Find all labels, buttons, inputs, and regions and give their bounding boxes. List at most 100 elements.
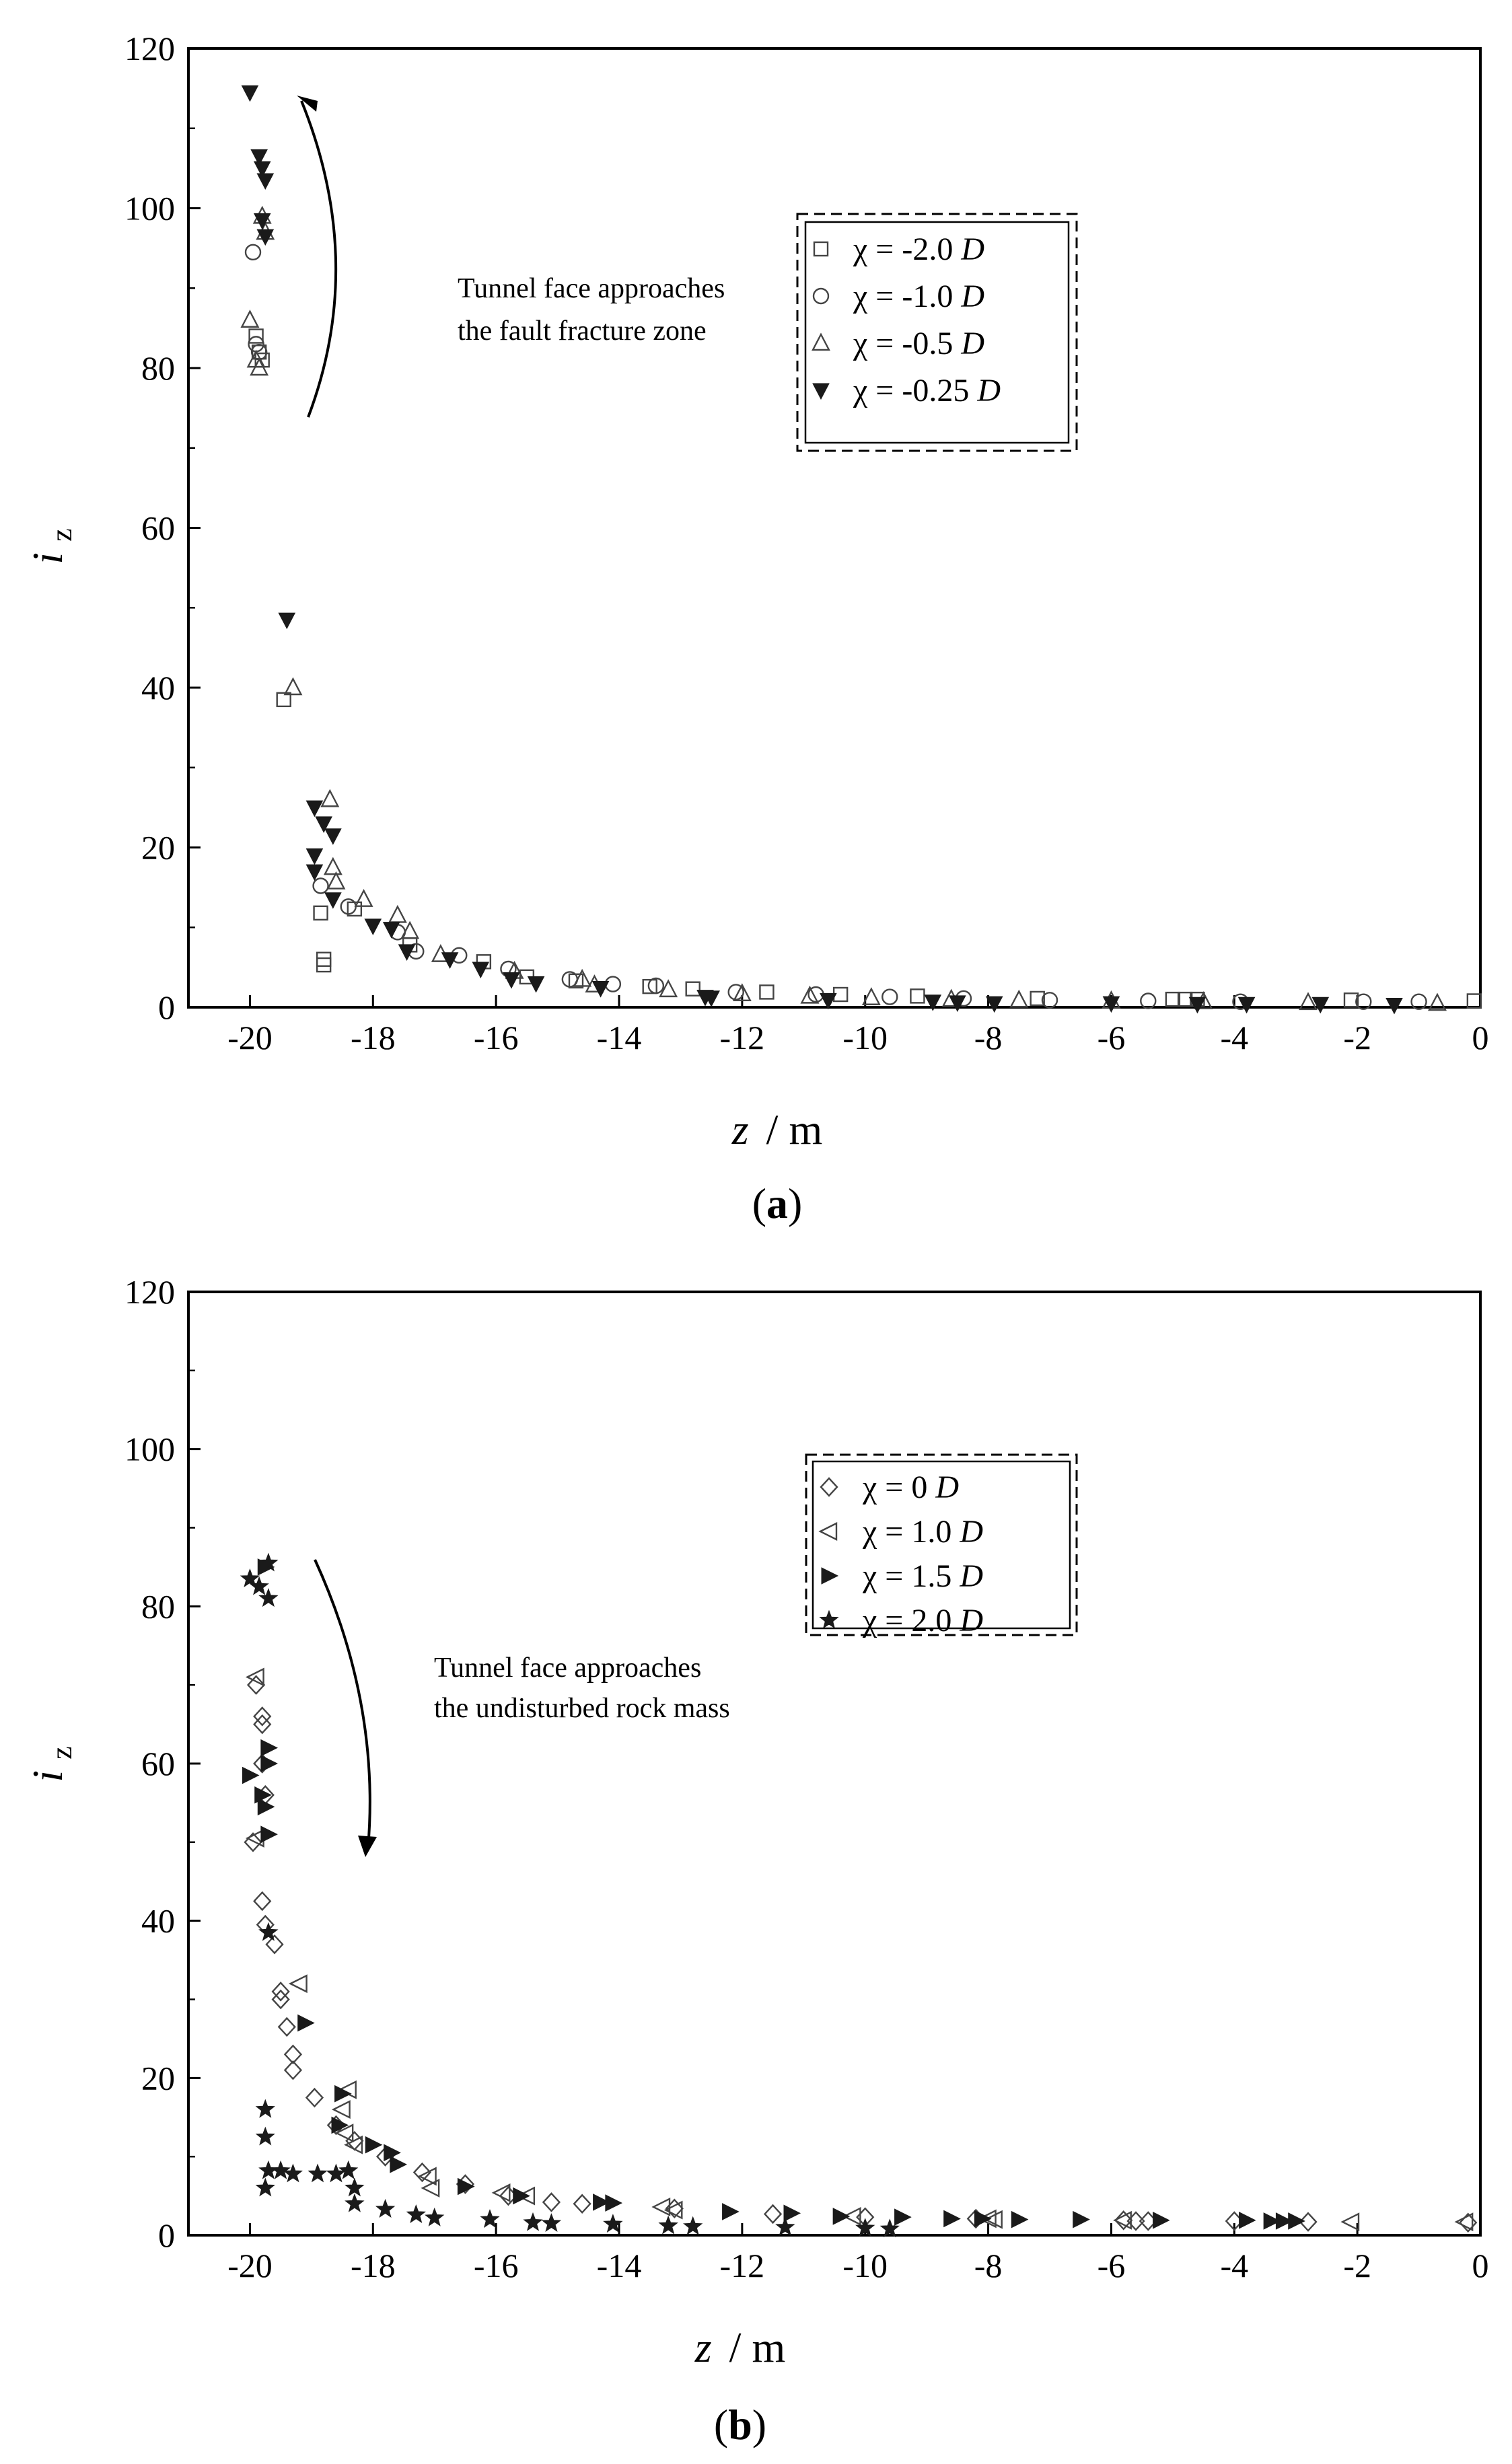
chart-b-xtick-label: -16 — [474, 2247, 519, 2284]
chart-b-legend-label-unit: D — [935, 1470, 959, 1505]
chart-b-legend-label-unit: D — [959, 1558, 983, 1594]
chart-a-axes-frame — [187, 47, 1482, 1009]
chart-a-ylabel: i z — [24, 528, 78, 564]
chart-a-series-4-point — [472, 962, 490, 979]
chart-b-series-3-point — [1239, 2211, 1256, 2229]
chart-b-series-4-point — [879, 2218, 900, 2238]
chart-b-series-3-point — [593, 2194, 610, 2211]
chart-b-series-4-point — [255, 2099, 275, 2118]
chart-a-series-4-point — [256, 229, 275, 246]
chart-a-series-3-point — [283, 677, 303, 696]
chart-b-series-1-point — [1299, 2212, 1318, 2232]
chart-a-legend-label-prefix: χ = -2.0 — [853, 231, 953, 267]
chart-a-series-4-point — [241, 85, 259, 102]
chart-b-series-4-point — [345, 2177, 365, 2197]
chart-a-xlabel: z / m — [731, 1106, 822, 1153]
chart-a-ytick-label: 100 — [124, 190, 175, 227]
chart-b-series-3 — [242, 1558, 1305, 2230]
chart-b-series-1-point — [283, 2044, 303, 2065]
chart-a-ytick-label: 40 — [141, 669, 175, 706]
chart-b-ylabel-var: i — [24, 1770, 71, 1782]
chart-a-series-2-point — [604, 976, 622, 992]
chart-b-legend-label: χ = 1.0 D — [862, 1514, 983, 1550]
chart-b-series-2-point — [344, 2135, 363, 2154]
chart-b-series-3-point — [390, 2156, 407, 2173]
chart-a-xlabel-var: z — [731, 1106, 749, 1153]
chart-b-series-3-point — [331, 2116, 349, 2134]
chart-a-legend-label-unit: D — [960, 231, 984, 267]
chart-a-legend-entry: χ = -0.25 D — [812, 373, 1001, 408]
chart-b-legend-entry: χ = 1.5 D — [821, 1558, 983, 1594]
chart-a-series-4-point — [1385, 997, 1403, 1015]
chart-b-series-4-point — [541, 2213, 562, 2232]
chart-a-series-4-point — [591, 981, 610, 998]
chart-a-series-2-point — [727, 984, 744, 1001]
chart-a-ytick-label: 0 — [158, 988, 175, 1026]
chart-b-ticks — [188, 1291, 1482, 2237]
chart-b-series-1-point — [1459, 2212, 1478, 2233]
svg-text:i z: i z — [24, 1746, 78, 1782]
chart-b-series-1-point — [277, 2017, 296, 2037]
chart-a-series-4-point — [324, 828, 342, 845]
chart-b-series-2-point — [491, 2183, 511, 2202]
chart-a-series-4-point — [305, 800, 324, 818]
chart-b-xtick-label: 0 — [1472, 2247, 1489, 2284]
chart-b-series-2-point — [977, 2209, 997, 2229]
chart-a: -20 -18 -16 -14 -12 -10 -8 -6 -4 -2 00204060801001… — [24, 30, 1489, 1227]
chart-b-series-2-point — [842, 2207, 861, 2226]
chart-b-legend-label-prefix: χ = 1.5 — [862, 1558, 951, 1594]
chart-b-series-3-point — [1275, 2212, 1293, 2230]
chart-b-series-4-point — [255, 2177, 275, 2197]
chart-a-series-3-point — [659, 979, 678, 998]
chart-b-series-2-point — [1340, 2212, 1360, 2232]
chart-b-ytick-label: 60 — [141, 1745, 175, 1782]
chart-a-series-1-point — [276, 692, 291, 708]
chart-b-annotation-arrowhead — [358, 1836, 377, 1857]
chart-a-legend-entry: χ = -2.0 D — [813, 231, 984, 267]
chart-a-series-2-point — [244, 244, 262, 261]
chart-a-xlabel-unit: / m — [766, 1106, 823, 1153]
chart-b-ylabel-sub: z — [45, 1746, 78, 1760]
chart-a-series-4-point — [1188, 997, 1207, 1014]
chart-b-legend-label-prefix: χ = 2.0 — [862, 1603, 951, 1638]
chart-a-legend-entry: χ = -1.0 D — [812, 279, 984, 314]
chart-b-panel-letter: b — [728, 2401, 752, 2449]
chart-b-series-3-point — [242, 1766, 260, 1784]
chart-b-series-1-point — [253, 1706, 272, 1727]
chart-b-series-3-point — [1011, 2210, 1029, 2229]
chart-a-xtick-label: -18 — [351, 1019, 396, 1056]
chart-b-ytick-label: 20 — [141, 2059, 175, 2097]
chart-b-xtick-label: -10 — [842, 2247, 888, 2284]
chart-b-series-4-point — [255, 2126, 275, 2146]
chart-a-tick-labels: -20 -18 -16 -14 -12 -10 -8 -6 -4 -2 00204060801001… — [124, 30, 1489, 1056]
chart-b-series-1-point — [305, 2087, 324, 2108]
chart-a-legend-marker — [812, 332, 830, 351]
chart-a-series-3-point — [326, 871, 346, 890]
chart-b-series-1-point — [1114, 2210, 1133, 2231]
svg-text:z / m: z / m — [731, 1106, 822, 1153]
chart-b-series-3-point — [260, 1825, 278, 1843]
chart-a-series-2-point — [1410, 993, 1427, 1010]
chart-a-series-4-point — [278, 612, 296, 630]
chart-b-series-4-point — [338, 2160, 359, 2179]
chart-a-series-1-point — [313, 905, 328, 921]
chart-b-xtick-label: -18 — [351, 2247, 396, 2284]
chart-b-series-4-point — [603, 2214, 623, 2233]
chart-b-series-3-point — [783, 2204, 801, 2222]
chart-a-series-4-point — [441, 952, 459, 969]
chart-b-series-3-point — [943, 2210, 961, 2228]
chart-b-series-2 — [245, 1667, 1474, 2232]
chart-a-legend-marker — [812, 383, 830, 400]
chart-b-series-2-point — [421, 2178, 440, 2198]
chart-b-ytick-label: 0 — [158, 2216, 175, 2254]
chart-b-legend-marker — [820, 1477, 838, 1497]
chart-a-series-1-point — [1466, 993, 1482, 1009]
chart-b-series-2-point — [417, 2167, 437, 2186]
chart-b-series-4-point — [406, 2204, 426, 2224]
chart-a-annotation-arrow — [300, 100, 338, 418]
svg-text:z / m: z / m — [694, 2323, 785, 2371]
chart-a-series-2-point — [881, 988, 898, 1005]
chart-b-series-4-point — [480, 2209, 500, 2229]
chart-b-series-4-point — [775, 2216, 795, 2236]
